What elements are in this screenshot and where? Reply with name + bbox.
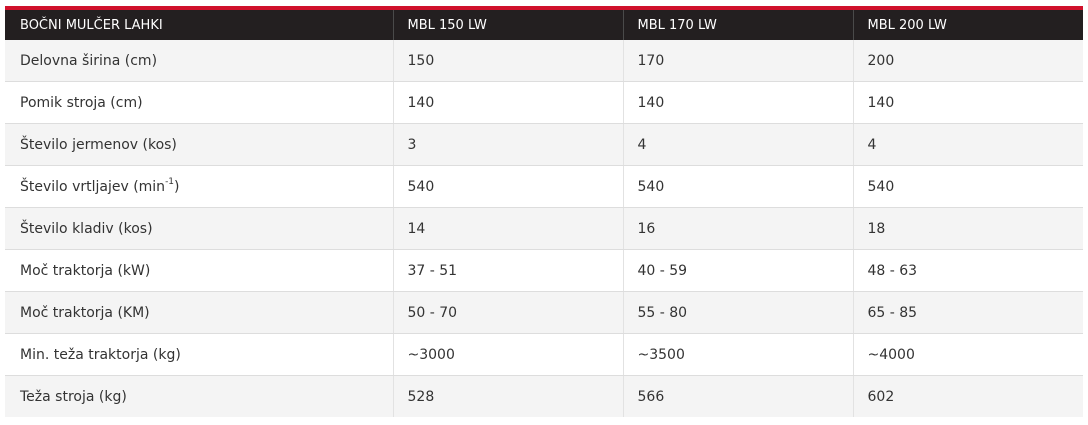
table-cell: ~4000 xyxy=(852,333,1083,376)
table-row: Število jermenov (kos) 3 4 4 xyxy=(5,123,1083,166)
table-cell: 65 - 85 xyxy=(852,291,1083,334)
table-cell: 40 - 59 xyxy=(622,249,853,292)
table-cell: 4 xyxy=(622,123,853,166)
table-cell: 50 - 70 xyxy=(392,291,623,334)
table-cell: ~3500 xyxy=(622,333,853,376)
spec-table: BOČNI MULČER LAHKI MBL 150 LW MBL 170 LW… xyxy=(5,6,1083,417)
row-label: Število kladiv (kos) xyxy=(5,207,393,250)
row-label: Moč traktorja (KM) xyxy=(5,291,393,334)
header-cell-model: MBL 170 LW xyxy=(622,8,853,40)
table-row: Moč traktorja (KM) 50 - 70 55 - 80 65 - … xyxy=(5,291,1083,334)
row-label-superscript: -1 xyxy=(165,176,175,187)
table-cell: 14 xyxy=(392,207,623,250)
row-label-suffix: ) xyxy=(174,178,180,195)
table-cell: 140 xyxy=(852,81,1083,124)
table-cell: 18 xyxy=(852,207,1083,250)
table-cell: 150 xyxy=(392,40,623,82)
table-cell: ~3000 xyxy=(392,333,623,376)
table-cell: 4 xyxy=(852,123,1083,166)
table-row: Min. teža traktorja (kg) ~3000 ~3500 ~40… xyxy=(5,333,1083,376)
row-label: Delovna širina (cm) xyxy=(5,40,393,82)
table-cell: 55 - 80 xyxy=(622,291,853,334)
row-label: Število vrtljajev (min-1) xyxy=(5,165,393,208)
table-row: Teža stroja (kg) 528 566 602 xyxy=(5,375,1083,417)
header-cell-title: BOČNI MULČER LAHKI xyxy=(5,8,393,40)
table-cell: 200 xyxy=(852,40,1083,82)
table-cell: 602 xyxy=(852,375,1083,417)
table-cell: 540 xyxy=(852,165,1083,208)
table-cell: 37 - 51 xyxy=(392,249,623,292)
table-cell: 540 xyxy=(392,165,623,208)
table-cell: 16 xyxy=(622,207,853,250)
row-label-text: Število vrtljajev (min xyxy=(20,178,166,195)
table-cell: 566 xyxy=(622,375,853,417)
table-row: Število vrtljajev (min-1) 540 540 540 xyxy=(5,165,1083,208)
table-cell: 140 xyxy=(622,81,853,124)
row-label: Število jermenov (kos) xyxy=(5,123,393,166)
table-row: Delovna širina (cm) 150 170 200 xyxy=(5,40,1083,82)
table-cell: 170 xyxy=(622,40,853,82)
row-label: Teža stroja (kg) xyxy=(5,375,393,417)
table-cell: 140 xyxy=(392,81,623,124)
header-row: BOČNI MULČER LAHKI MBL 150 LW MBL 170 LW… xyxy=(5,8,1083,40)
table-cell: 3 xyxy=(392,123,623,166)
header-cell-model: MBL 150 LW xyxy=(392,8,623,40)
table-row: Moč traktorja (kW) 37 - 51 40 - 59 48 - … xyxy=(5,249,1083,292)
header-cell-model: MBL 200 LW xyxy=(852,8,1083,40)
table-row: Število kladiv (kos) 14 16 18 xyxy=(5,207,1083,250)
table-cell: 528 xyxy=(392,375,623,417)
row-label: Min. teža traktorja (kg) xyxy=(5,333,393,376)
row-label: Pomik stroja (cm) xyxy=(5,81,393,124)
row-label: Moč traktorja (kW) xyxy=(5,249,393,292)
table-cell: 48 - 63 xyxy=(852,249,1083,292)
table-row: Pomik stroja (cm) 140 140 140 xyxy=(5,81,1083,124)
table-cell: 540 xyxy=(622,165,853,208)
